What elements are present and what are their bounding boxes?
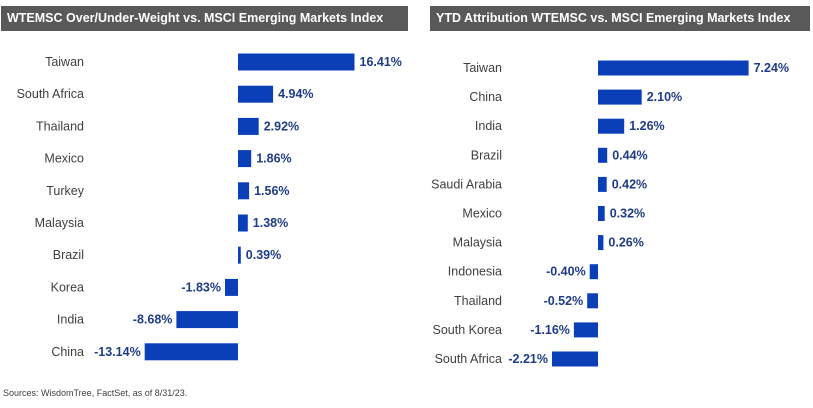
category-label: Turkey: [46, 184, 84, 198]
category-label: China: [469, 90, 502, 104]
category-label: India: [57, 313, 84, 327]
value-label: 0.26%: [608, 236, 643, 250]
category-label: Taiwan: [463, 61, 502, 75]
bar-south-africa: [552, 351, 598, 367]
value-label: -13.14%: [94, 345, 141, 359]
chart-title-right: YTD Attribution WTEMSC vs. MSCI Emerging…: [430, 6, 810, 31]
category-label: Thailand: [454, 294, 502, 308]
value-label: 0.44%: [612, 148, 647, 162]
category-label: Mexico: [462, 207, 502, 221]
bar-brazil: [598, 147, 608, 163]
category-label: Thailand: [36, 119, 84, 133]
value-label: 0.32%: [610, 207, 645, 221]
bar-taiwan: [598, 60, 749, 76]
category-label: Saudi Arabia: [431, 177, 502, 191]
bar-thailand: [587, 293, 598, 309]
bar-mexico: [238, 150, 252, 168]
value-label: 4.94%: [278, 87, 313, 101]
category-label: Brazil: [53, 248, 84, 262]
bar-saudi-arabia: [598, 176, 607, 192]
source-note: Sources: WisdomTree, FactSet, as of 8/31…: [3, 388, 188, 398]
value-label: 7.24%: [754, 61, 789, 75]
bar-brazil: [238, 246, 241, 264]
value-label: 16.41%: [360, 55, 402, 69]
bar-south-korea: [573, 322, 598, 338]
value-label: 2.92%: [264, 119, 299, 133]
category-label: South Africa: [17, 87, 84, 101]
bar-south-africa: [238, 85, 274, 103]
attribution-chart: Taiwan 7.24% China 2.10% India 1.26% Brazil 0.4…: [431, 60, 789, 367]
category-label: India: [475, 119, 502, 133]
bar-india: [176, 311, 238, 329]
category-label: South Africa: [435, 352, 502, 366]
value-label: -0.40%: [546, 265, 586, 279]
category-label: Korea: [51, 280, 84, 294]
category-label: Brazil: [471, 148, 502, 162]
value-label: -1.16%: [530, 323, 570, 337]
value-label: -2.21%: [508, 352, 548, 366]
value-label: 2.10%: [647, 90, 682, 104]
category-label: South Korea: [433, 323, 503, 337]
category-label: Mexico: [44, 152, 84, 166]
bar-turkey: [238, 182, 250, 200]
category-label: Indonesia: [448, 265, 502, 279]
value-label: 0.42%: [612, 177, 647, 191]
value-label: -0.52%: [544, 294, 584, 308]
bar-indonesia: [589, 264, 598, 280]
bar-china: [144, 343, 238, 361]
category-label: China: [51, 345, 84, 359]
bar-china: [598, 89, 642, 105]
category-label: Malaysia: [35, 216, 84, 230]
bar-thailand: [238, 117, 259, 135]
bar-malaysia: [598, 235, 604, 251]
value-label: 1.86%: [256, 152, 291, 166]
value-label: 1.56%: [254, 184, 289, 198]
category-label: Malaysia: [453, 236, 502, 250]
value-label: -8.68%: [133, 313, 173, 327]
bar-taiwan: [238, 53, 355, 71]
overweight-chart: Taiwan 16.41% South Africa 4.94% Thailand 2.9…: [17, 53, 402, 361]
bar-korea: [225, 278, 238, 296]
bar-india: [598, 118, 625, 134]
bar-mexico: [598, 206, 605, 221]
chart-title-left: WTEMSC Over/Under-Weight vs. MSCI Emergi…: [1, 6, 408, 31]
value-label: 1.26%: [629, 119, 664, 133]
category-label: Taiwan: [45, 55, 84, 69]
value-label: 1.38%: [253, 216, 288, 230]
value-label: -1.83%: [181, 280, 221, 294]
bar-malaysia: [238, 214, 248, 232]
value-label: 0.39%: [246, 248, 281, 262]
